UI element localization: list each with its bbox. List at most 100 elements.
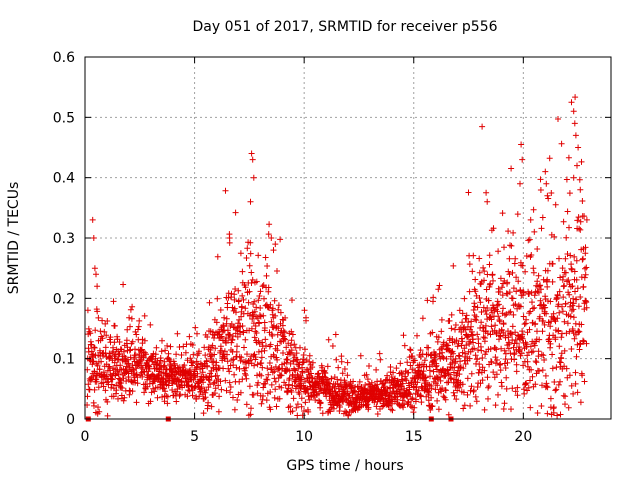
data-point [315,370,322,377]
data-point [428,394,435,401]
data-point [529,299,535,306]
data-point [519,335,526,342]
data-point [91,386,98,393]
data-point [402,373,409,380]
data-point [544,283,551,290]
data-point-outlier [250,174,257,181]
data-point [534,246,541,252]
data-point [293,404,300,411]
data-point [483,286,490,293]
data-point [230,362,237,369]
data-point [557,411,564,418]
data-point [143,351,149,358]
data-point [479,364,486,371]
data-point [553,295,560,302]
data-point [356,378,363,385]
data-point [476,269,483,276]
data-point [583,304,590,311]
data-point [189,362,195,369]
data-point [544,276,551,283]
data-point [96,408,103,415]
data-point [103,332,110,339]
data-point [111,322,118,329]
data-point [195,361,201,368]
data-point [487,280,494,287]
data-point [247,239,254,246]
data-point [272,386,279,393]
data-point [464,375,471,382]
data-point [502,356,509,363]
data-point [500,321,507,328]
data-point [340,398,347,405]
data-point [236,316,243,323]
data-point [365,397,372,404]
data-point [161,362,168,369]
data-point [502,334,509,341]
data-point [400,332,407,339]
data-point [85,381,92,388]
data-point [281,335,287,342]
data-point [465,333,472,340]
data-point [564,320,571,327]
data-point [574,389,581,396]
data-point [448,311,455,318]
data-point [424,297,431,304]
data-point [87,338,94,345]
data-point [95,314,102,321]
data-point [576,328,583,335]
data-point [504,359,511,366]
data-point [127,306,134,313]
data-point [442,387,449,394]
data-point [484,330,491,337]
data-point [253,330,260,336]
data-point [473,317,480,324]
data-point [570,390,577,397]
data-point [190,359,197,366]
data-point [532,381,539,388]
x-tick-label: 15 [405,429,423,445]
data-point [274,356,281,363]
data-point [244,245,251,252]
data-point [339,370,346,377]
data-point [574,217,581,224]
data-point [381,380,388,386]
data-point [523,316,530,323]
data-point [147,398,154,405]
data-point [565,154,572,161]
data-point [153,344,160,351]
data-point [312,397,319,403]
data-point [240,329,247,336]
data-point [549,278,556,285]
data-point [399,380,406,387]
data-point [512,255,519,262]
data-point [332,331,339,338]
data-point [489,271,496,278]
data-point [289,382,296,389]
data-point [262,380,269,387]
data-point [108,381,115,388]
data-point [248,405,254,412]
data-point [521,321,528,328]
data-point [128,315,135,322]
data-point [221,314,228,321]
data-point [263,376,270,383]
data-point [394,396,400,403]
data-point [296,361,303,368]
data-point [180,343,187,350]
data-point [274,342,281,349]
data-point [273,323,280,330]
data-point [101,328,108,335]
data-point [252,323,259,329]
data-point [556,309,563,316]
data-point-outlier [542,168,549,175]
data-point [301,307,308,314]
data-point [528,366,535,373]
data-point [198,384,205,390]
data-point [148,389,155,396]
data-point [510,311,517,318]
data-point [222,377,229,384]
data-point [436,282,443,289]
data-point [405,369,412,376]
data-point [513,340,520,347]
